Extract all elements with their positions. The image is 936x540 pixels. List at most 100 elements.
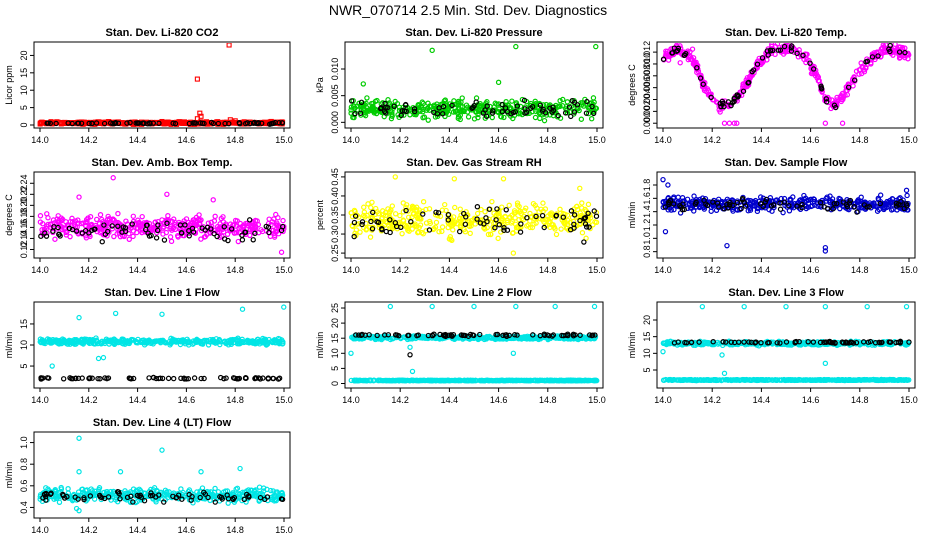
- data-point: [400, 218, 407, 224]
- data-point: [681, 206, 688, 213]
- data-point: [577, 220, 583, 226]
- data-point: [675, 194, 681, 200]
- data-point: [791, 49, 797, 55]
- data-point: [840, 199, 846, 205]
- chart-title: Stan. Dev. Li-820 Temp.: [725, 27, 847, 39]
- data-point: [239, 232, 245, 238]
- chart-temp: Stan. Dev. Li-820 Temp.14.0 14.2 14.4 14.6 1…: [627, 27, 918, 145]
- data-point: [217, 374, 224, 381]
- data-point: [671, 206, 677, 213]
- data-point: [721, 120, 728, 126]
- data-point: [396, 333, 402, 339]
- data-point: [593, 213, 600, 219]
- data-point: [486, 206, 493, 212]
- x-tick-label: 14.0: [31, 265, 49, 275]
- data-point: [517, 103, 524, 110]
- data-point: [456, 228, 463, 235]
- data-point: [199, 225, 205, 231]
- x-tick-label: 14.0: [31, 395, 49, 405]
- data-point: [735, 93, 742, 99]
- data-point: [276, 375, 283, 381]
- data-point: [366, 332, 372, 338]
- data-point: [145, 338, 152, 344]
- data-point: [451, 377, 458, 384]
- data-point: [582, 206, 588, 213]
- x-tick-label: 14.2: [703, 395, 721, 405]
- data-point: [467, 105, 473, 111]
- plot-frame: [656, 301, 916, 389]
- data-point: [173, 339, 180, 345]
- data-point: [204, 224, 211, 231]
- data-point: [492, 100, 498, 106]
- data-point: [496, 222, 503, 228]
- data-point: [389, 336, 396, 342]
- x-tick-label: 14.6: [490, 265, 508, 275]
- data-point: [903, 201, 909, 207]
- data-point: [194, 116, 200, 122]
- data-point: [565, 377, 572, 383]
- data-point: [190, 217, 197, 223]
- data-point: [664, 48, 671, 55]
- y-tick-label: 0.12: [19, 241, 29, 259]
- data-point: [253, 224, 259, 230]
- data-point: [261, 120, 267, 127]
- data-point: [223, 375, 229, 381]
- y-tick-label: 1.2: [642, 219, 652, 232]
- data-point: [803, 51, 809, 58]
- data-point: [741, 303, 747, 310]
- data-point: [260, 375, 266, 381]
- x-tick-label: 14.4: [753, 135, 771, 145]
- data-point: [374, 97, 380, 104]
- data-point: [461, 108, 467, 114]
- data-point: [139, 213, 145, 220]
- data-point: [564, 212, 571, 218]
- data-point: [368, 107, 375, 113]
- data-point: [239, 237, 246, 243]
- x-tick-label: 14.2: [703, 135, 721, 145]
- data-point: [433, 219, 440, 226]
- data-point: [252, 375, 259, 381]
- data-point: [38, 375, 44, 381]
- data-point: [542, 217, 549, 223]
- data-point: [86, 120, 92, 127]
- data-point: [104, 216, 111, 223]
- series-all-samples: [661, 43, 912, 126]
- data-point: [152, 338, 158, 344]
- data-point: [155, 222, 161, 228]
- data-point: [590, 110, 597, 117]
- x-tick-label: 14.6: [490, 135, 508, 145]
- data-point: [42, 230, 48, 236]
- data-point: [516, 217, 522, 223]
- x-tick-label: 14.2: [391, 265, 409, 275]
- data-point: [903, 340, 910, 346]
- data-point: [537, 102, 544, 108]
- data-point: [553, 213, 559, 219]
- data-point: [100, 354, 107, 361]
- data-point: [165, 213, 171, 219]
- y-tick-label: 0.004: [642, 88, 652, 111]
- data-point: [51, 224, 57, 230]
- data-point: [594, 377, 600, 384]
- data-point: [125, 338, 131, 344]
- x-tick-label: 14.4: [441, 395, 459, 405]
- data-point: [123, 218, 129, 224]
- y-tick-label: 15: [19, 319, 29, 329]
- data-point: [411, 106, 418, 112]
- data-point: [822, 303, 829, 310]
- data-point: [273, 211, 279, 218]
- data-point: [898, 198, 904, 205]
- data-point: [494, 331, 501, 338]
- data-point: [348, 210, 354, 216]
- data-point: [747, 207, 754, 213]
- data-point: [836, 195, 842, 202]
- data-point: [777, 47, 784, 53]
- data-point: [278, 249, 285, 255]
- y-tick-label: 0: [19, 122, 29, 127]
- data-point: [536, 101, 543, 108]
- data-point: [50, 120, 56, 126]
- data-point: [560, 96, 566, 103]
- data-point: [587, 104, 593, 110]
- data-point: [510, 230, 516, 236]
- data-point: [775, 47, 782, 53]
